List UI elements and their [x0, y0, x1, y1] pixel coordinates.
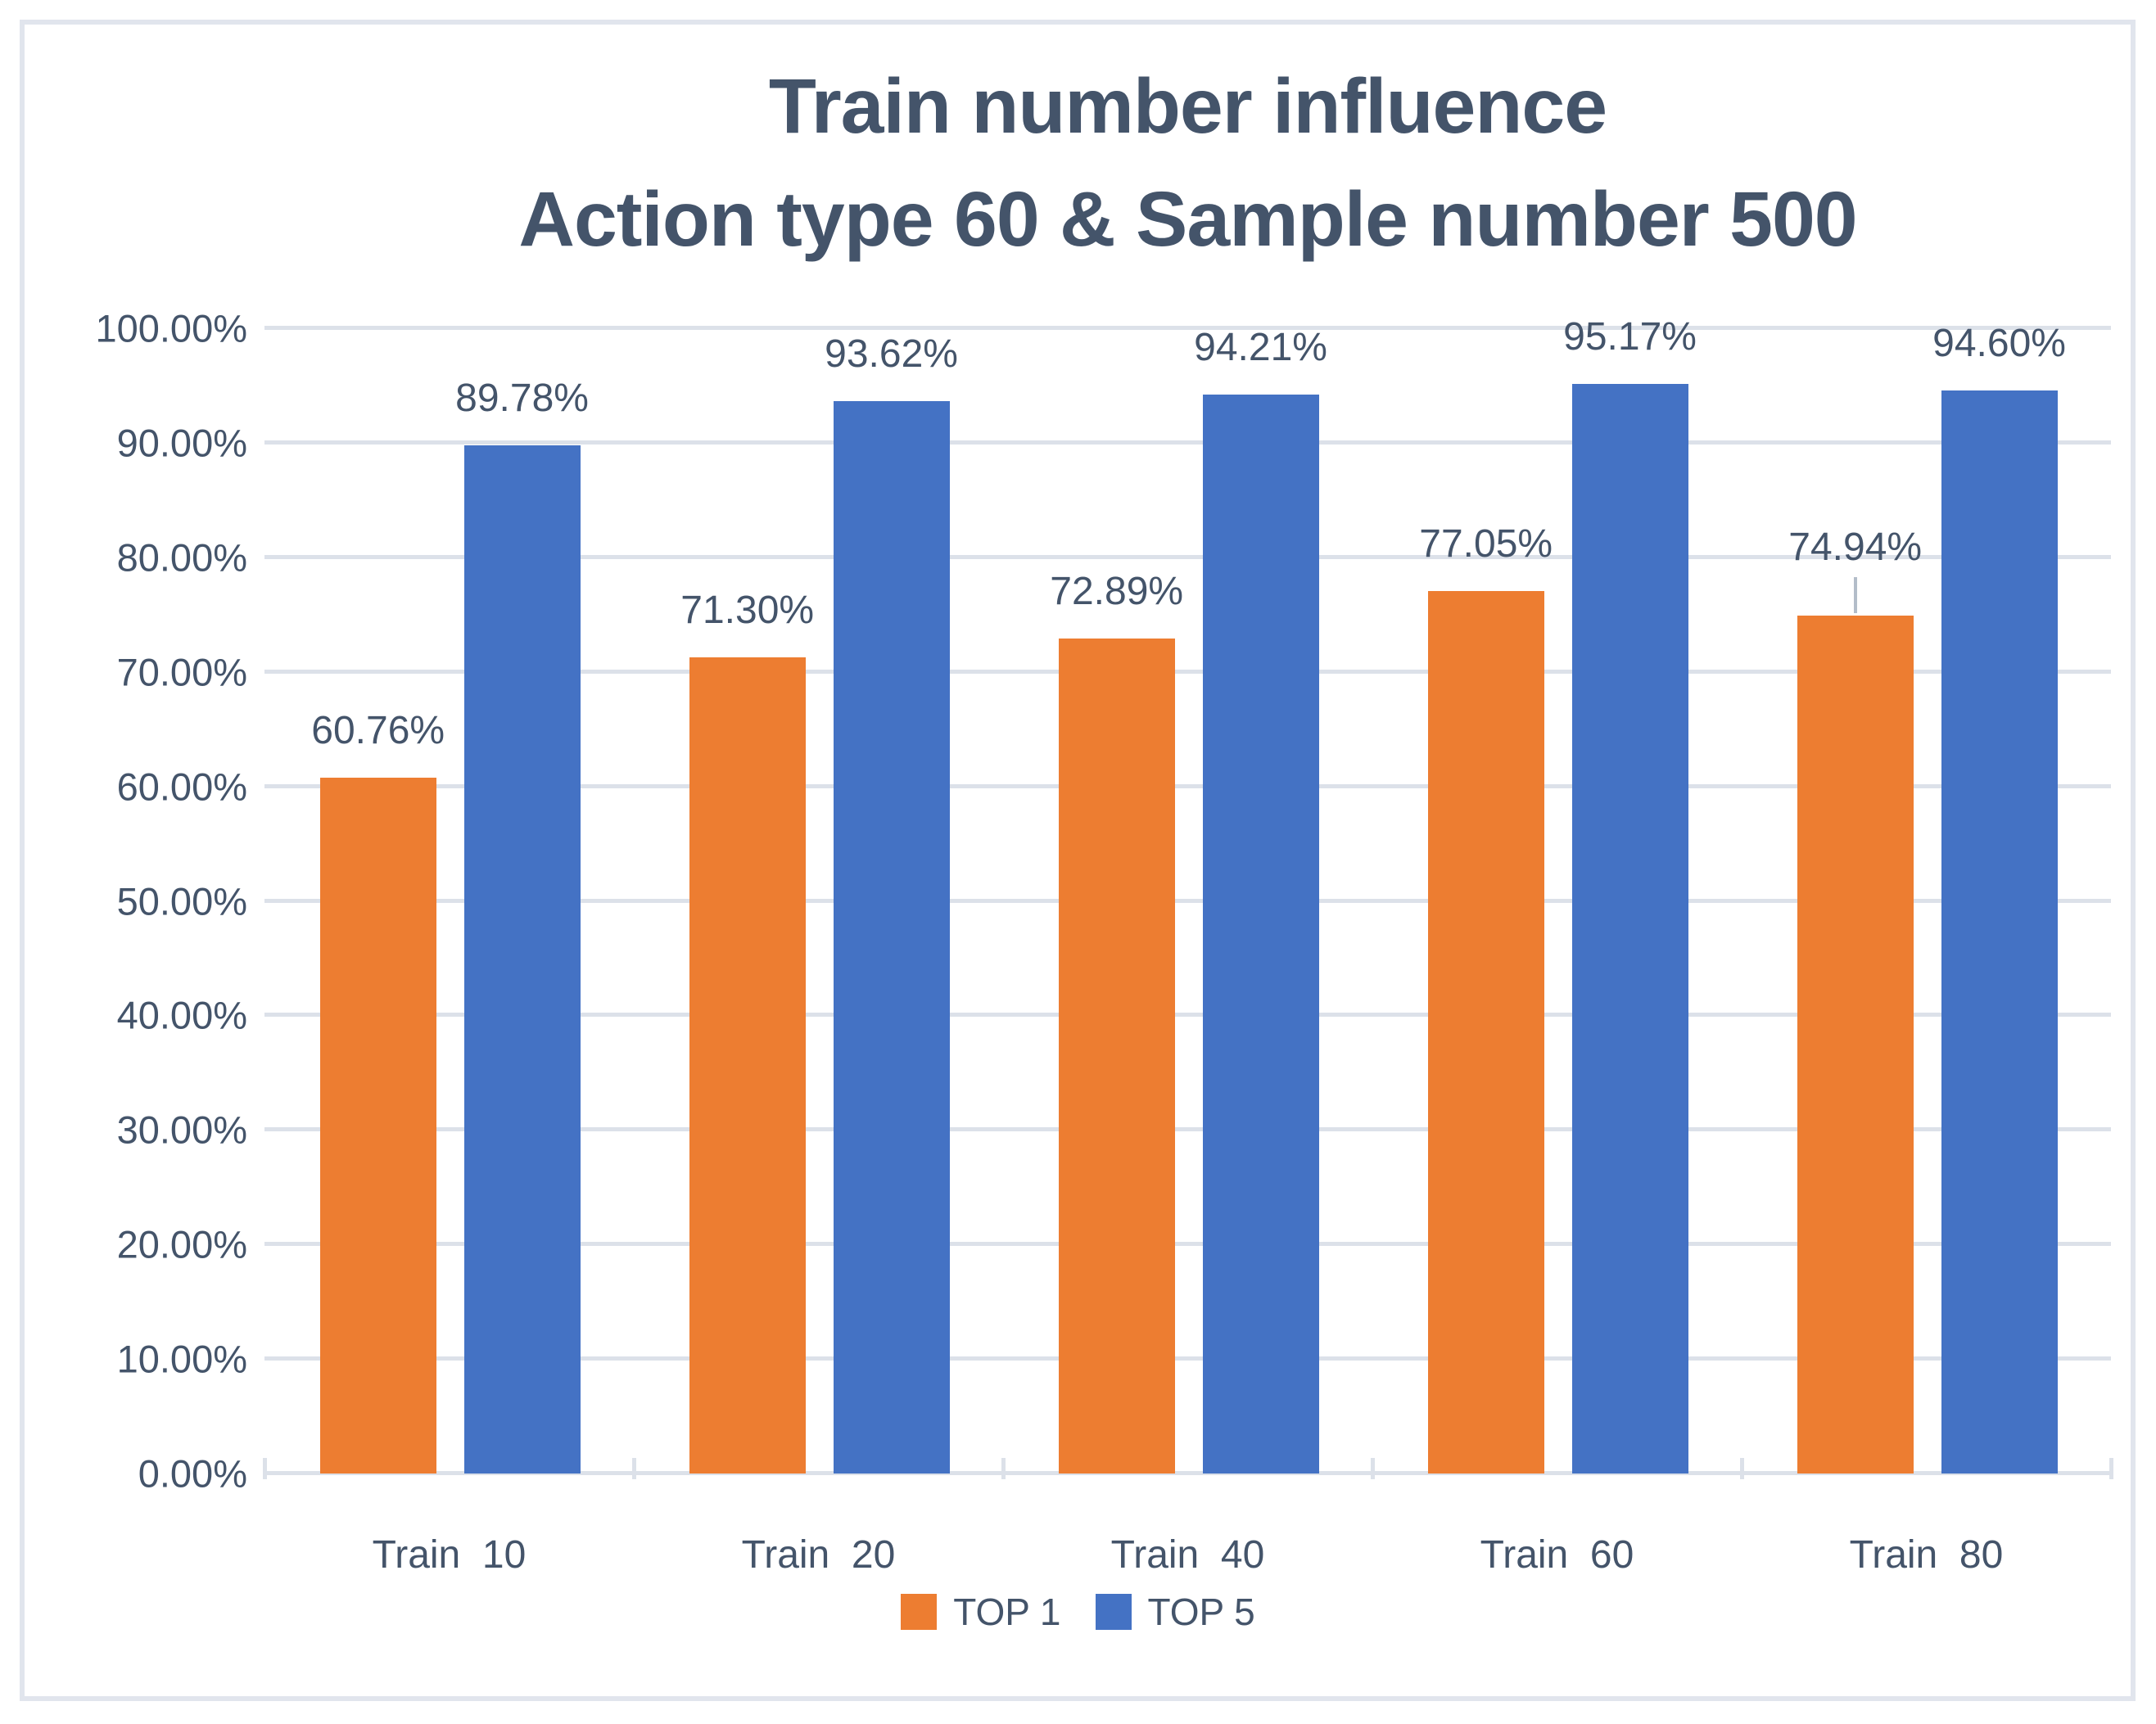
y-tick-label-20: 20.00% — [116, 1222, 247, 1266]
data-label-top-1-train-10: 60.76% — [311, 708, 445, 752]
y-tick-label-60: 60.00% — [116, 765, 247, 809]
bar-group-train-60: 77.05% 95.17% — [1372, 315, 1742, 1474]
x-axis-labels: Train 10 Train 20 Train 40 Train 60 Train 80 — [264, 1532, 2111, 1577]
bar-top-5-train-20 — [833, 401, 950, 1474]
legend-label-top-1: TOP 1 — [953, 1591, 1061, 1633]
legend-swatch-top-5 — [1095, 1594, 1132, 1630]
data-label-top-1-train-40: 72.89% — [1050, 570, 1184, 614]
gridline-10 — [264, 1356, 2111, 1361]
bar-top-5-train-80 — [1941, 390, 2058, 1474]
gridline-60 — [264, 783, 2111, 788]
bar-group-train-10: 60.76% 89.78% — [264, 328, 634, 1474]
legend: TOP 1 TOP 5 — [0, 1590, 2156, 1634]
gridline-90 — [264, 440, 2111, 445]
data-label-top-5-train-20: 93.62% — [825, 332, 958, 377]
y-axis-labels: 0.00% 10.00% 20.00% 30.00% 40.00% 50.00% 60.00… — [25, 307, 247, 1496]
legend-label-top-5: TOP 5 — [1147, 1591, 1255, 1633]
gridline-40 — [264, 1013, 2111, 1018]
y-tick-label-70: 70.00% — [116, 650, 247, 694]
gridline-30 — [264, 1127, 2111, 1132]
gridline-20 — [264, 1242, 2111, 1247]
chart-title: Train number influence Action type 60 & … — [264, 51, 2111, 277]
y-tick-label-30: 30.00% — [116, 1108, 247, 1152]
x-axis-tick-2 — [1001, 1458, 1006, 1479]
chart-title-line-1: Train number influence — [768, 63, 1607, 150]
legend-item-top-1: TOP 1 — [901, 1590, 1061, 1634]
bar-top-5-train-40 — [1202, 395, 1319, 1474]
x-axis-tick-0 — [263, 1458, 267, 1479]
data-label-top-5-train-60: 95.17% — [1563, 314, 1697, 359]
data-label-top-5-train-40: 94.21% — [1194, 326, 1327, 370]
bar-top-5-train-10 — [463, 445, 581, 1474]
legend-item-top-5: TOP 5 — [1095, 1590, 1255, 1634]
plot-area: 60.76% 89.78% 71.30% 93.62% 72.89% 94.21% 77.0… — [263, 315, 2113, 1479]
x-category-label-train-40: Train 40 — [1110, 1533, 1265, 1577]
x-category-label-train-80: Train 80 — [1849, 1533, 2004, 1577]
x-axis-tick-3 — [1371, 1458, 1375, 1479]
y-tick-label-10: 10.00% — [116, 1337, 247, 1381]
x-category-label-train-10: Train 10 — [372, 1533, 527, 1577]
gridline-70 — [264, 669, 2111, 674]
y-tick-label-40: 40.00% — [116, 993, 247, 1037]
data-label-top-1-train-60: 77.05% — [1419, 522, 1553, 566]
data-label-top-5-train-10: 89.78% — [455, 376, 589, 420]
bar-top-5-train-60 — [1571, 383, 1688, 1474]
bar-group-train-20: 71.30% 93.62% — [634, 328, 1003, 1474]
bar-top-1-train-60 — [1427, 591, 1544, 1474]
gridline-50 — [264, 898, 2111, 903]
x-axis-tick-4 — [1740, 1458, 1744, 1479]
x-axis-tick-5 — [2109, 1458, 2113, 1479]
bar-group-train-40: 72.89% 94.21% — [1003, 326, 1372, 1474]
y-tick-label-100: 100.00% — [95, 306, 247, 350]
y-tick-label-0: 0.00% — [138, 1451, 247, 1496]
gridline-100 — [264, 326, 2111, 330]
legend-swatch-top-1 — [901, 1594, 938, 1630]
x-axis-tick-1 — [632, 1458, 636, 1479]
x-category-label-train-60: Train 60 — [1480, 1533, 1634, 1577]
bar-top-1-train-40 — [1058, 639, 1175, 1474]
data-label-top-5-train-80: 94.60% — [1932, 321, 2066, 365]
bar-top-1-train-20 — [689, 657, 806, 1474]
data-label-leader-line-top-1-train-80 — [1853, 576, 1857, 613]
chart-title-line-2: Action type 60 & Sample number 500 — [518, 175, 1857, 263]
y-tick-label-50: 50.00% — [116, 879, 247, 923]
bar-top-1-train-80 — [1797, 615, 1914, 1474]
bar-group-train-80: 74.94% 94.60% — [1742, 322, 2111, 1474]
data-label-top-1-train-80: 74.94% — [1788, 525, 1923, 569]
y-tick-label-90: 90.00% — [116, 421, 247, 465]
gridline-0 — [264, 1471, 2111, 1475]
x-category-label-train-20: Train 20 — [741, 1533, 896, 1577]
gridline-80 — [264, 554, 2111, 559]
y-tick-label-80: 80.00% — [116, 535, 247, 580]
data-label-top-1-train-20: 71.30% — [680, 588, 815, 632]
bar-top-1-train-10 — [319, 777, 436, 1474]
